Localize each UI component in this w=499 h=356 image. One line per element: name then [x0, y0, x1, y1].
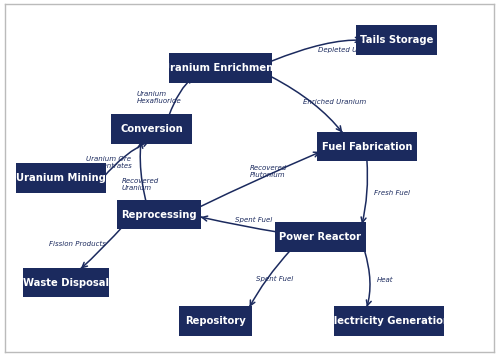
Text: Tails Storage: Tails Storage	[359, 35, 433, 45]
Text: Fuel Fabrication: Fuel Fabrication	[322, 142, 412, 152]
Text: Recovered
Uranium: Recovered Uranium	[121, 178, 159, 192]
Text: Uranium Mining: Uranium Mining	[16, 173, 106, 183]
Text: Spent Fuel: Spent Fuel	[256, 276, 293, 282]
Text: Reprocessing: Reprocessing	[121, 210, 197, 220]
Text: Uranium Ore
Concentrates: Uranium Ore Concentrates	[86, 156, 132, 169]
Text: Repository: Repository	[185, 316, 246, 326]
Text: Uranium Enrichment: Uranium Enrichment	[162, 63, 278, 73]
Text: Fresh Fuel: Fresh Fuel	[374, 190, 410, 196]
Text: Heat: Heat	[377, 277, 393, 283]
FancyBboxPatch shape	[317, 132, 417, 161]
Text: Enriched Uranium: Enriched Uranium	[303, 99, 367, 105]
FancyBboxPatch shape	[169, 53, 271, 83]
FancyBboxPatch shape	[23, 268, 109, 298]
FancyBboxPatch shape	[179, 306, 252, 336]
FancyBboxPatch shape	[111, 114, 192, 144]
FancyBboxPatch shape	[117, 200, 201, 230]
FancyBboxPatch shape	[16, 163, 106, 193]
Text: Conversion: Conversion	[120, 124, 183, 134]
Text: Electricity Generation: Electricity Generation	[327, 316, 451, 326]
Text: Uranium
Hexafluoride: Uranium Hexafluoride	[137, 91, 182, 104]
Text: Depleted Uranium: Depleted Uranium	[318, 47, 382, 53]
FancyBboxPatch shape	[356, 25, 437, 55]
FancyBboxPatch shape	[334, 306, 444, 336]
Text: Power Reactor: Power Reactor	[279, 232, 361, 242]
Text: Recovered
Plutonium: Recovered Plutonium	[250, 164, 287, 178]
FancyBboxPatch shape	[275, 222, 366, 252]
Text: Spent Fuel: Spent Fuel	[235, 217, 272, 223]
Text: Waste Disposal: Waste Disposal	[23, 278, 109, 288]
Text: Fission Products: Fission Products	[49, 241, 106, 247]
